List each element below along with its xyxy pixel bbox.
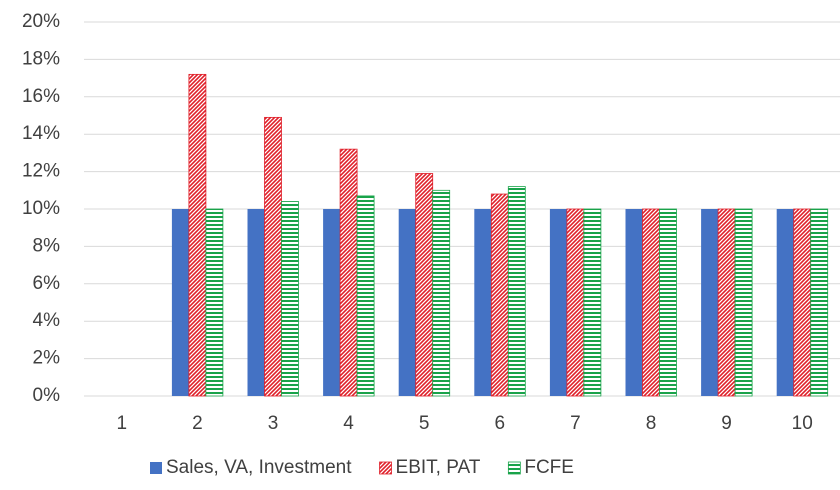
bar [171, 209, 189, 396]
bar [490, 193, 509, 397]
bar [398, 209, 416, 396]
y-tick-label: 14% [22, 123, 60, 144]
x-tick-label: 4 [343, 413, 354, 434]
y-tick-label: 2% [33, 348, 61, 369]
x-tick-label: 1 [117, 413, 128, 434]
bar [507, 186, 526, 397]
bar [205, 208, 224, 397]
legend-swatch [379, 461, 392, 475]
legend-label: FCFE [524, 457, 574, 478]
x-tick-label: 10 [792, 413, 813, 434]
bar [415, 173, 434, 397]
y-tick-label: 6% [33, 273, 61, 294]
bar [717, 208, 736, 397]
legend-swatch [150, 462, 162, 474]
x-tick-label: 3 [268, 413, 279, 434]
bar [188, 73, 207, 397]
y-tick-label: 0% [33, 385, 61, 406]
bar [323, 209, 341, 396]
y-tick-label: 8% [33, 235, 61, 256]
bar [583, 208, 602, 397]
bar [642, 208, 660, 397]
x-tick-label: 9 [721, 413, 732, 434]
y-tick-label: 20% [22, 11, 60, 32]
y-tick-label: 18% [22, 48, 60, 69]
bar [247, 209, 265, 396]
y-tick-label: 10% [22, 198, 60, 219]
bar [734, 208, 753, 397]
bar [625, 209, 643, 396]
bar [339, 148, 358, 397]
bar [474, 209, 492, 396]
x-tick-label: 7 [570, 413, 581, 434]
bar [810, 208, 829, 397]
legend-label: EBIT, PAT [396, 457, 481, 478]
y-tick-label: 16% [22, 86, 60, 107]
bar [264, 116, 282, 397]
bar [793, 208, 812, 397]
bar [281, 201, 299, 397]
legend-swatch [507, 461, 521, 475]
bar [432, 189, 451, 397]
bar [701, 209, 719, 396]
legend-label: Sales, VA, Investment [166, 457, 352, 478]
x-tick-label: 6 [495, 413, 506, 434]
bar [566, 208, 585, 397]
x-tick-label: 8 [646, 413, 657, 434]
bar [356, 195, 375, 397]
x-tick-label: 5 [419, 413, 430, 434]
bar [549, 209, 567, 396]
bar [776, 209, 794, 396]
bar [659, 208, 677, 397]
y-tick-label: 4% [33, 310, 61, 331]
y-tick-label: 12% [22, 161, 60, 182]
x-tick-label: 2 [192, 413, 203, 434]
